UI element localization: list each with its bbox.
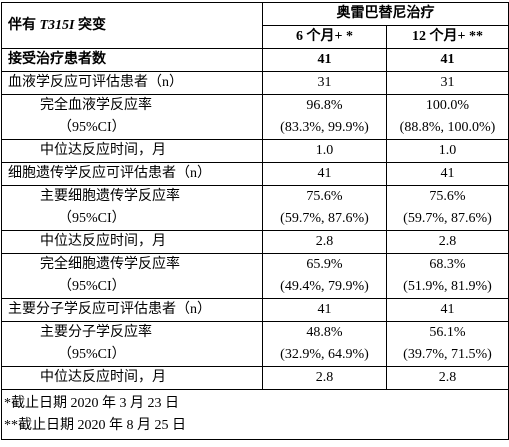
value-line: 65.9%: [306, 257, 343, 272]
row: 完全细胞遗传学反应率 （95%CI） 65.9% (49.4%, 79.9%) 68…: [1, 253, 509, 299]
value-line: (59.7%, 87.6%): [280, 211, 369, 226]
label-line: （95%CI）: [58, 211, 126, 226]
value-line: (59.7%, 87.6%): [403, 211, 492, 226]
row: 完全血液学反应率 （95%CI） 96.8% (83.3%, 99.9%) 100.…: [1, 94, 509, 140]
row-label: 中位达反应时间，月: [1, 230, 263, 254]
row: 中位达反应时间，月 2.8 2.8: [1, 230, 509, 254]
row: 细胞遗传学反应可评估患者（n） 41 41: [1, 162, 509, 186]
cell: 100.0% (88.8%, 100.0%): [386, 94, 509, 140]
row: 血液学反应可评估患者（n） 31 31: [1, 71, 509, 95]
row-label: 血液学反应可评估患者（n）: [1, 71, 263, 95]
cell: 41: [262, 48, 387, 72]
value-line: 75.6%: [306, 189, 343, 204]
footnotes: *截止日期 2020 年 3 月 23 日 **截止日期 2020 年 8 月 2…: [1, 389, 509, 440]
row-label: 完全细胞遗传学反应率 （95%CI）: [1, 253, 263, 299]
row: 主要分子学反应率 （95%CI） 48.8% (32.9%, 64.9%) 56.1…: [1, 321, 509, 367]
value-line: (88.8%, 100.0%): [399, 120, 496, 135]
label-line: 完全细胞遗传学反应率: [40, 257, 180, 272]
row: 中位达反应时间，月 1.0 1.0: [1, 139, 509, 163]
value-line: (49.4%, 79.9%): [280, 279, 369, 294]
label-line: 主要细胞遗传学反应率: [40, 189, 180, 204]
value-line: (32.9%, 64.9%): [280, 347, 369, 362]
label-line: （95%CI）: [58, 347, 126, 362]
cell: 41: [262, 298, 387, 322]
footnote-row: *截止日期 2020 年 3 月 23 日 **截止日期 2020 年 8 月 2…: [1, 389, 509, 440]
cell: 75.6% (59.7%, 87.6%): [262, 185, 387, 231]
treatment-header: 奥雷巴替尼治疗: [262, 2, 509, 26]
header-text: 突变: [78, 17, 106, 33]
cell: 48.8% (32.9%, 64.9%): [262, 321, 387, 367]
row-label: 主要分子学反应可评估患者（n）: [1, 298, 263, 322]
cell: 75.6% (59.7%, 87.6%): [386, 185, 509, 231]
row-label: 主要分子学反应率 （95%CI）: [1, 321, 263, 367]
label-line: 主要分子学反应率: [40, 325, 152, 340]
row-label: 细胞遗传学反应可评估患者（n）: [1, 162, 263, 186]
cell: 41: [386, 298, 509, 322]
header-row: 伴有 T315I 突变 奥雷巴替尼治疗: [1, 2, 509, 49]
cell: 96.8% (83.3%, 99.9%): [262, 94, 387, 140]
row: 接受治疗患者数 41 41: [1, 48, 509, 72]
header-row: 6 个月+ * 12 个月+ **: [2, 25, 509, 49]
cell: 41: [386, 162, 509, 186]
value-line: 75.6%: [429, 189, 466, 204]
value-line: (39.7%, 71.5%): [403, 347, 492, 362]
value-line: (51.9%, 81.9%): [403, 279, 492, 294]
mutation: T315I: [39, 17, 75, 33]
value-line: 56.1%: [429, 325, 466, 340]
value-line: 96.8%: [306, 98, 343, 113]
row: 主要分子学反应可评估患者（n） 41 41: [1, 298, 509, 322]
cell: 2.8: [262, 230, 387, 254]
row-label: 主要细胞遗传学反应率 （95%CI）: [1, 185, 263, 231]
row: 中位达反应时间，月 2.8 2.8: [1, 366, 509, 390]
row-label: 中位达反应时间，月: [1, 366, 263, 390]
results-table: 伴有 T315I 突变 奥雷巴替尼治疗 6 个月+ * 12 个月+ ** 接受…: [1, 2, 509, 440]
value-line: (83.3%, 99.9%): [280, 120, 369, 135]
cell: 31: [386, 71, 509, 95]
value-line: 100.0%: [425, 98, 470, 113]
header-cell: 伴有 T315I 突变: [1, 2, 263, 49]
row-label: 完全血液学反应率 （95%CI）: [1, 94, 263, 140]
row: 主要细胞遗传学反应率 （95%CI） 75.6% (59.7%, 87.6%) 75…: [1, 185, 509, 231]
footnote: **截止日期 2020 年 8 月 25 日: [4, 417, 186, 433]
cell: 2.8: [386, 366, 509, 390]
cell: 65.9% (49.4%, 79.9%): [262, 253, 387, 299]
cell: 68.3% (51.9%, 81.9%): [386, 253, 509, 299]
cell: 41: [386, 48, 509, 72]
header-text: 伴有: [8, 17, 36, 33]
cell: 31: [262, 71, 387, 95]
column-header: 12 个月+ **: [386, 25, 509, 49]
label-line: 完全血液学反应率: [40, 98, 152, 113]
cell: 56.1% (39.7%, 71.5%): [386, 321, 509, 367]
cell: 2.8: [262, 366, 387, 390]
column-header: 6 个月+ *: [262, 25, 387, 49]
label-line: （95%CI）: [58, 279, 126, 294]
value-line: 48.8%: [306, 325, 343, 340]
value-line: 68.3%: [429, 257, 466, 272]
cell: 1.0: [262, 139, 387, 163]
cell: 2.8: [386, 230, 509, 254]
label-line: （95%CI）: [58, 120, 126, 135]
row-label: 接受治疗患者数: [1, 48, 263, 72]
row-label: 中位达反应时间，月: [1, 139, 263, 163]
cell: 1.0: [386, 139, 509, 163]
footnote: *截止日期 2020 年 3 月 23 日: [4, 395, 179, 411]
cell: 41: [262, 162, 387, 186]
